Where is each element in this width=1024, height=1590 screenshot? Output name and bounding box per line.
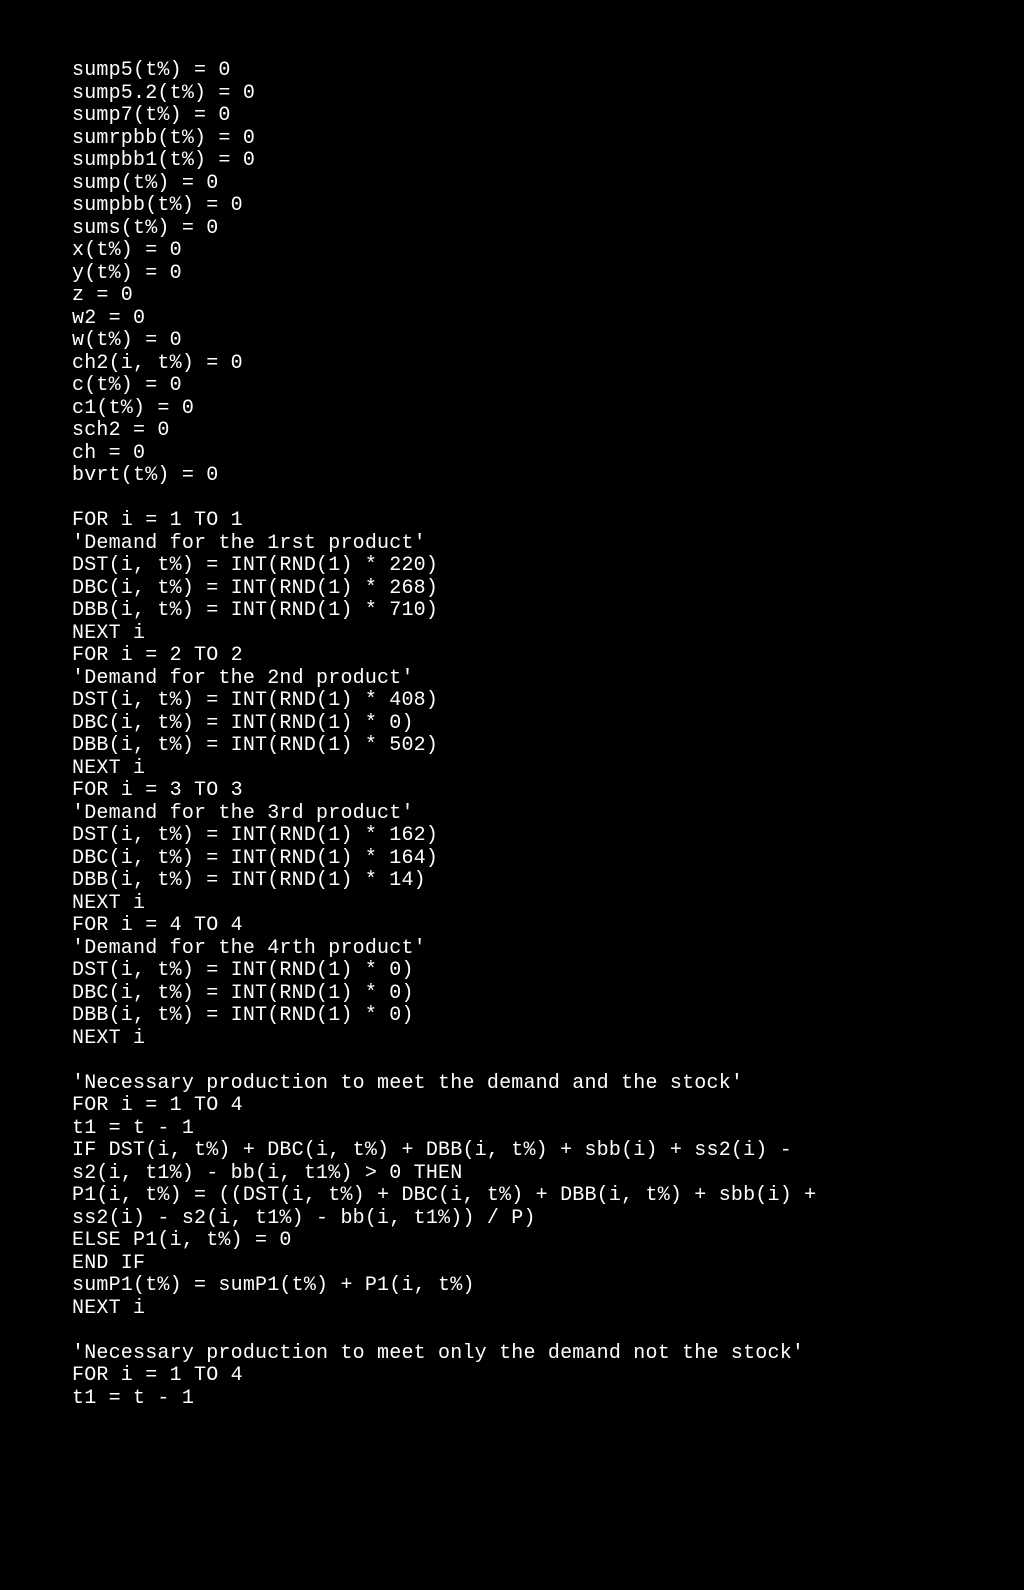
- code-block: sump5(t%) = 0 sump5.2(t%) = 0 sump7(t%) …: [0, 0, 1024, 1410]
- code-content: sump5(t%) = 0 sump5.2(t%) = 0 sump7(t%) …: [72, 59, 816, 1410]
